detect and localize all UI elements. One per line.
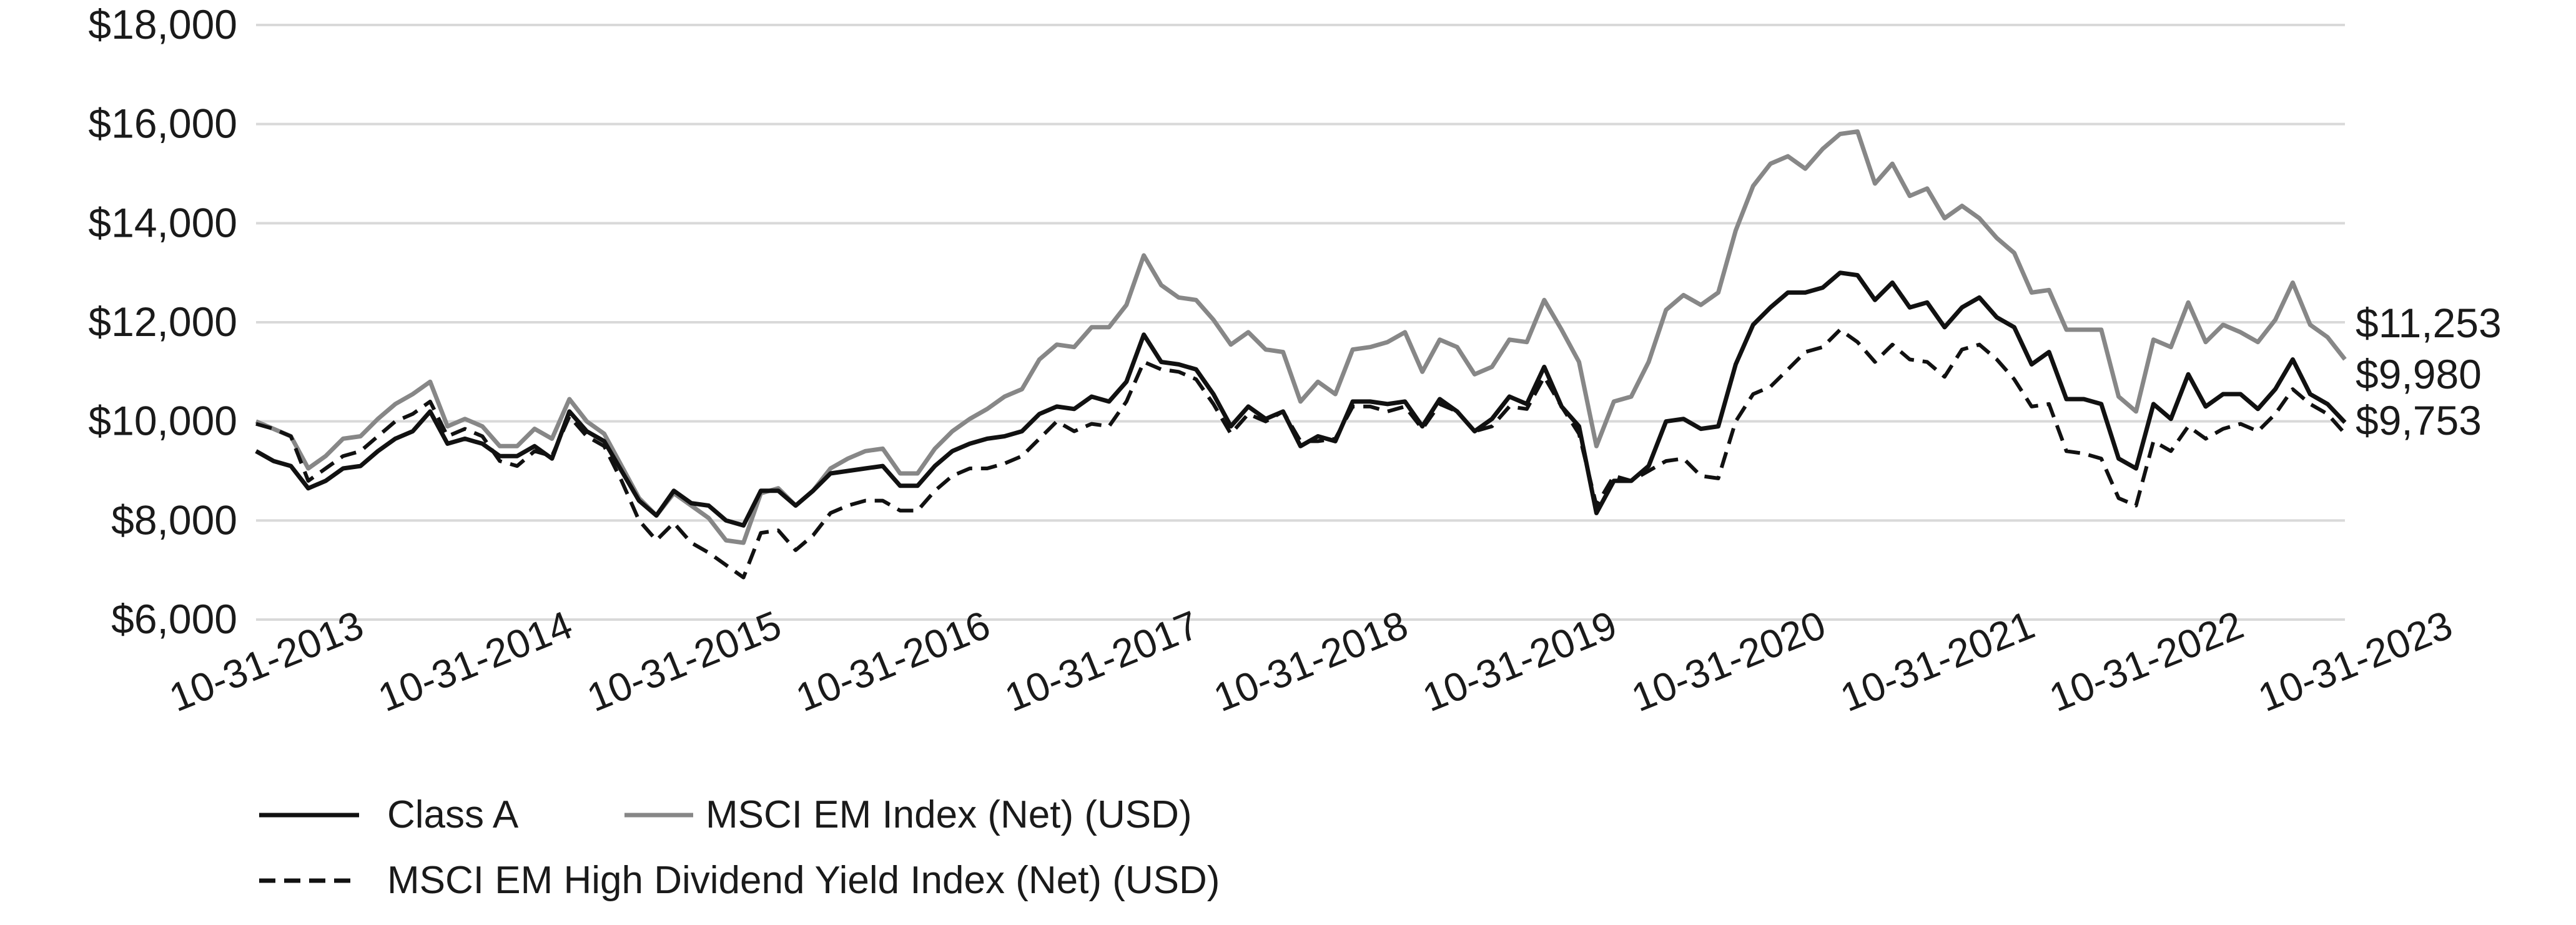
y-tick-label: $12,000 <box>88 299 237 345</box>
y-axis-ticks: $6,000 $8,000 $10,000 $12,000 $14,000 $16,000… <box>88 1 237 642</box>
legend-label: MSCI EM High Dividend Yield Index (Net) … <box>387 859 1220 902</box>
series-line-1 <box>255 129 2347 545</box>
y-tick-label: $8,000 <box>111 497 237 543</box>
legend-label: MSCI EM Index (Net) (USD) <box>706 793 1192 836</box>
series-line-0 <box>255 270 2347 528</box>
legend: Class A MSCI EM Index (Net) (USD) MSCI EM … <box>259 793 1220 902</box>
end-value-labels: $11,253 $9,980$9,753 <box>2356 300 2502 443</box>
end-value-label: $11,253 <box>2356 300 2502 346</box>
series-lines <box>255 129 2347 580</box>
end-value-label: $9,753 <box>2356 397 2482 443</box>
y-tick-label: $14,000 <box>88 199 237 245</box>
end-value-label: $9,980 <box>2356 351 2482 397</box>
gridlines <box>256 24 2345 621</box>
y-tick-label: $10,000 <box>88 398 237 444</box>
legend-label: Class A <box>387 793 519 836</box>
series-line-2 <box>255 327 2347 580</box>
y-tick-label: $16,000 <box>88 101 237 147</box>
y-tick-label: $18,000 <box>88 1 237 47</box>
y-tick-label: $6,000 <box>111 596 237 642</box>
